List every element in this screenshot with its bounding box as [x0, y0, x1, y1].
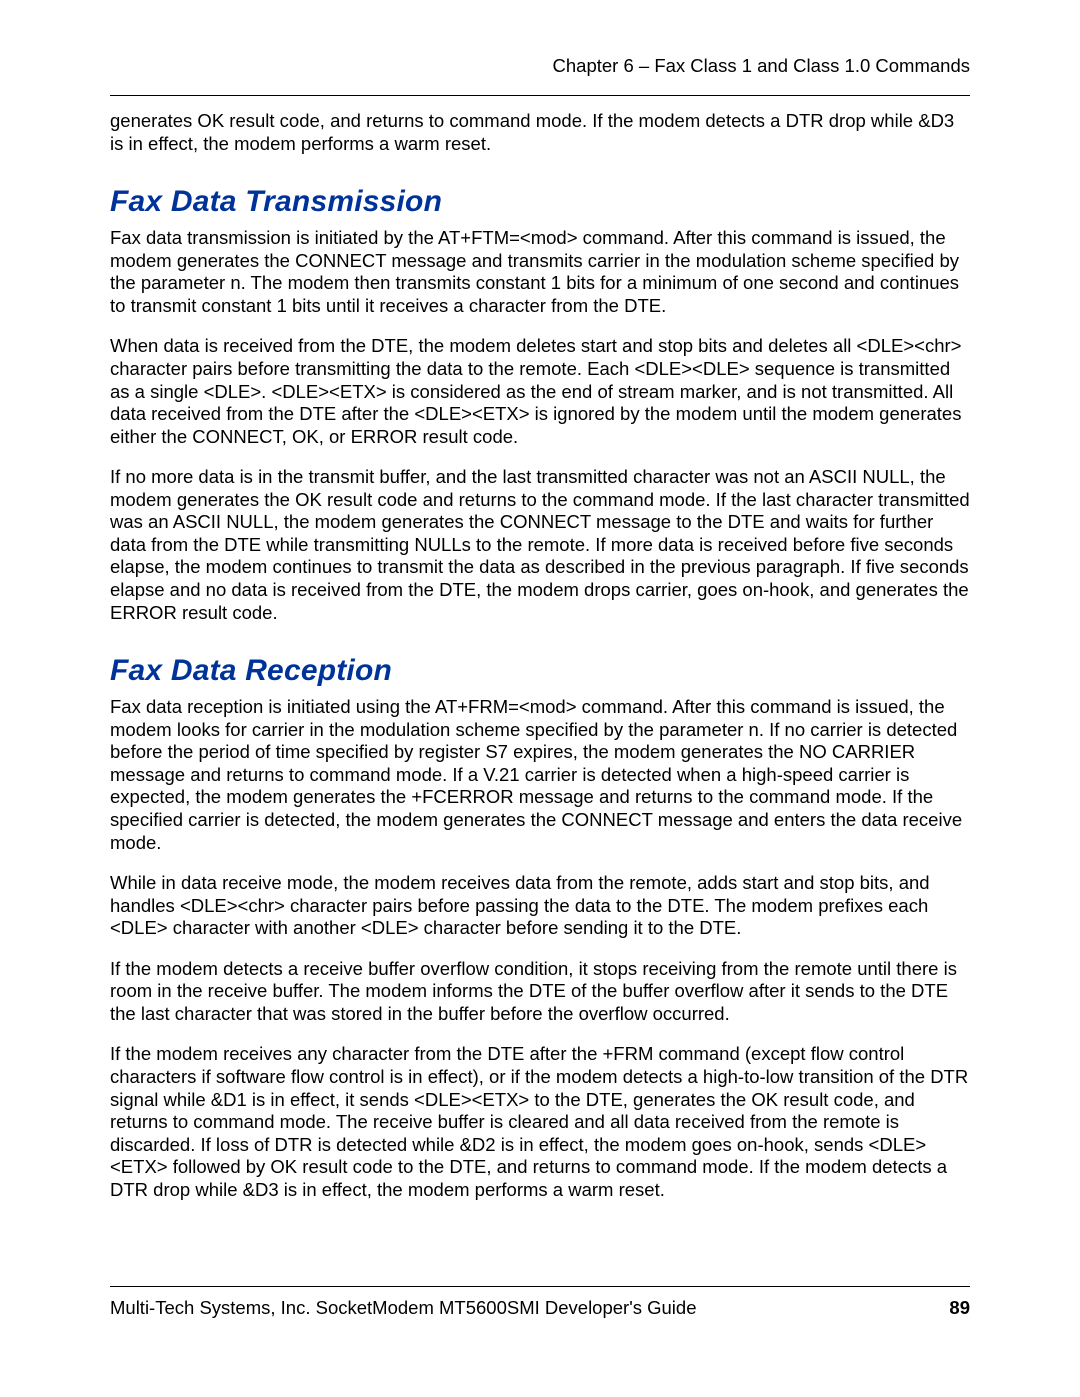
page-footer: Multi-Tech Systems, Inc. SocketModem MT5… [110, 1286, 970, 1319]
section2-para3: If the modem detects a receive buffer ov… [110, 958, 970, 1026]
heading-fax-data-transmission: Fax Data Transmission [110, 185, 970, 219]
header-rule [110, 95, 970, 96]
footer-left-text: Multi-Tech Systems, Inc. SocketModem MT5… [110, 1297, 697, 1319]
footer-page-number: 89 [949, 1297, 970, 1319]
heading-fax-data-reception: Fax Data Reception [110, 654, 970, 688]
section2-para2: While in data receive mode, the modem re… [110, 872, 970, 940]
section2-para1: Fax data reception is initiated using th… [110, 696, 970, 854]
section2-para4: If the modem receives any character from… [110, 1043, 970, 1201]
intro-paragraph: generates OK result code, and returns to… [110, 110, 970, 155]
page-content: Chapter 6 – Fax Class 1 and Class 1.0 Co… [110, 55, 970, 1307]
section1-para1: Fax data transmission is initiated by th… [110, 227, 970, 317]
footer-row: Multi-Tech Systems, Inc. SocketModem MT5… [110, 1297, 970, 1319]
section1-para2: When data is received from the DTE, the … [110, 335, 970, 448]
section1-para3: If no more data is in the transmit buffe… [110, 466, 970, 624]
running-head: Chapter 6 – Fax Class 1 and Class 1.0 Co… [110, 55, 970, 81]
footer-rule [110, 1286, 970, 1287]
